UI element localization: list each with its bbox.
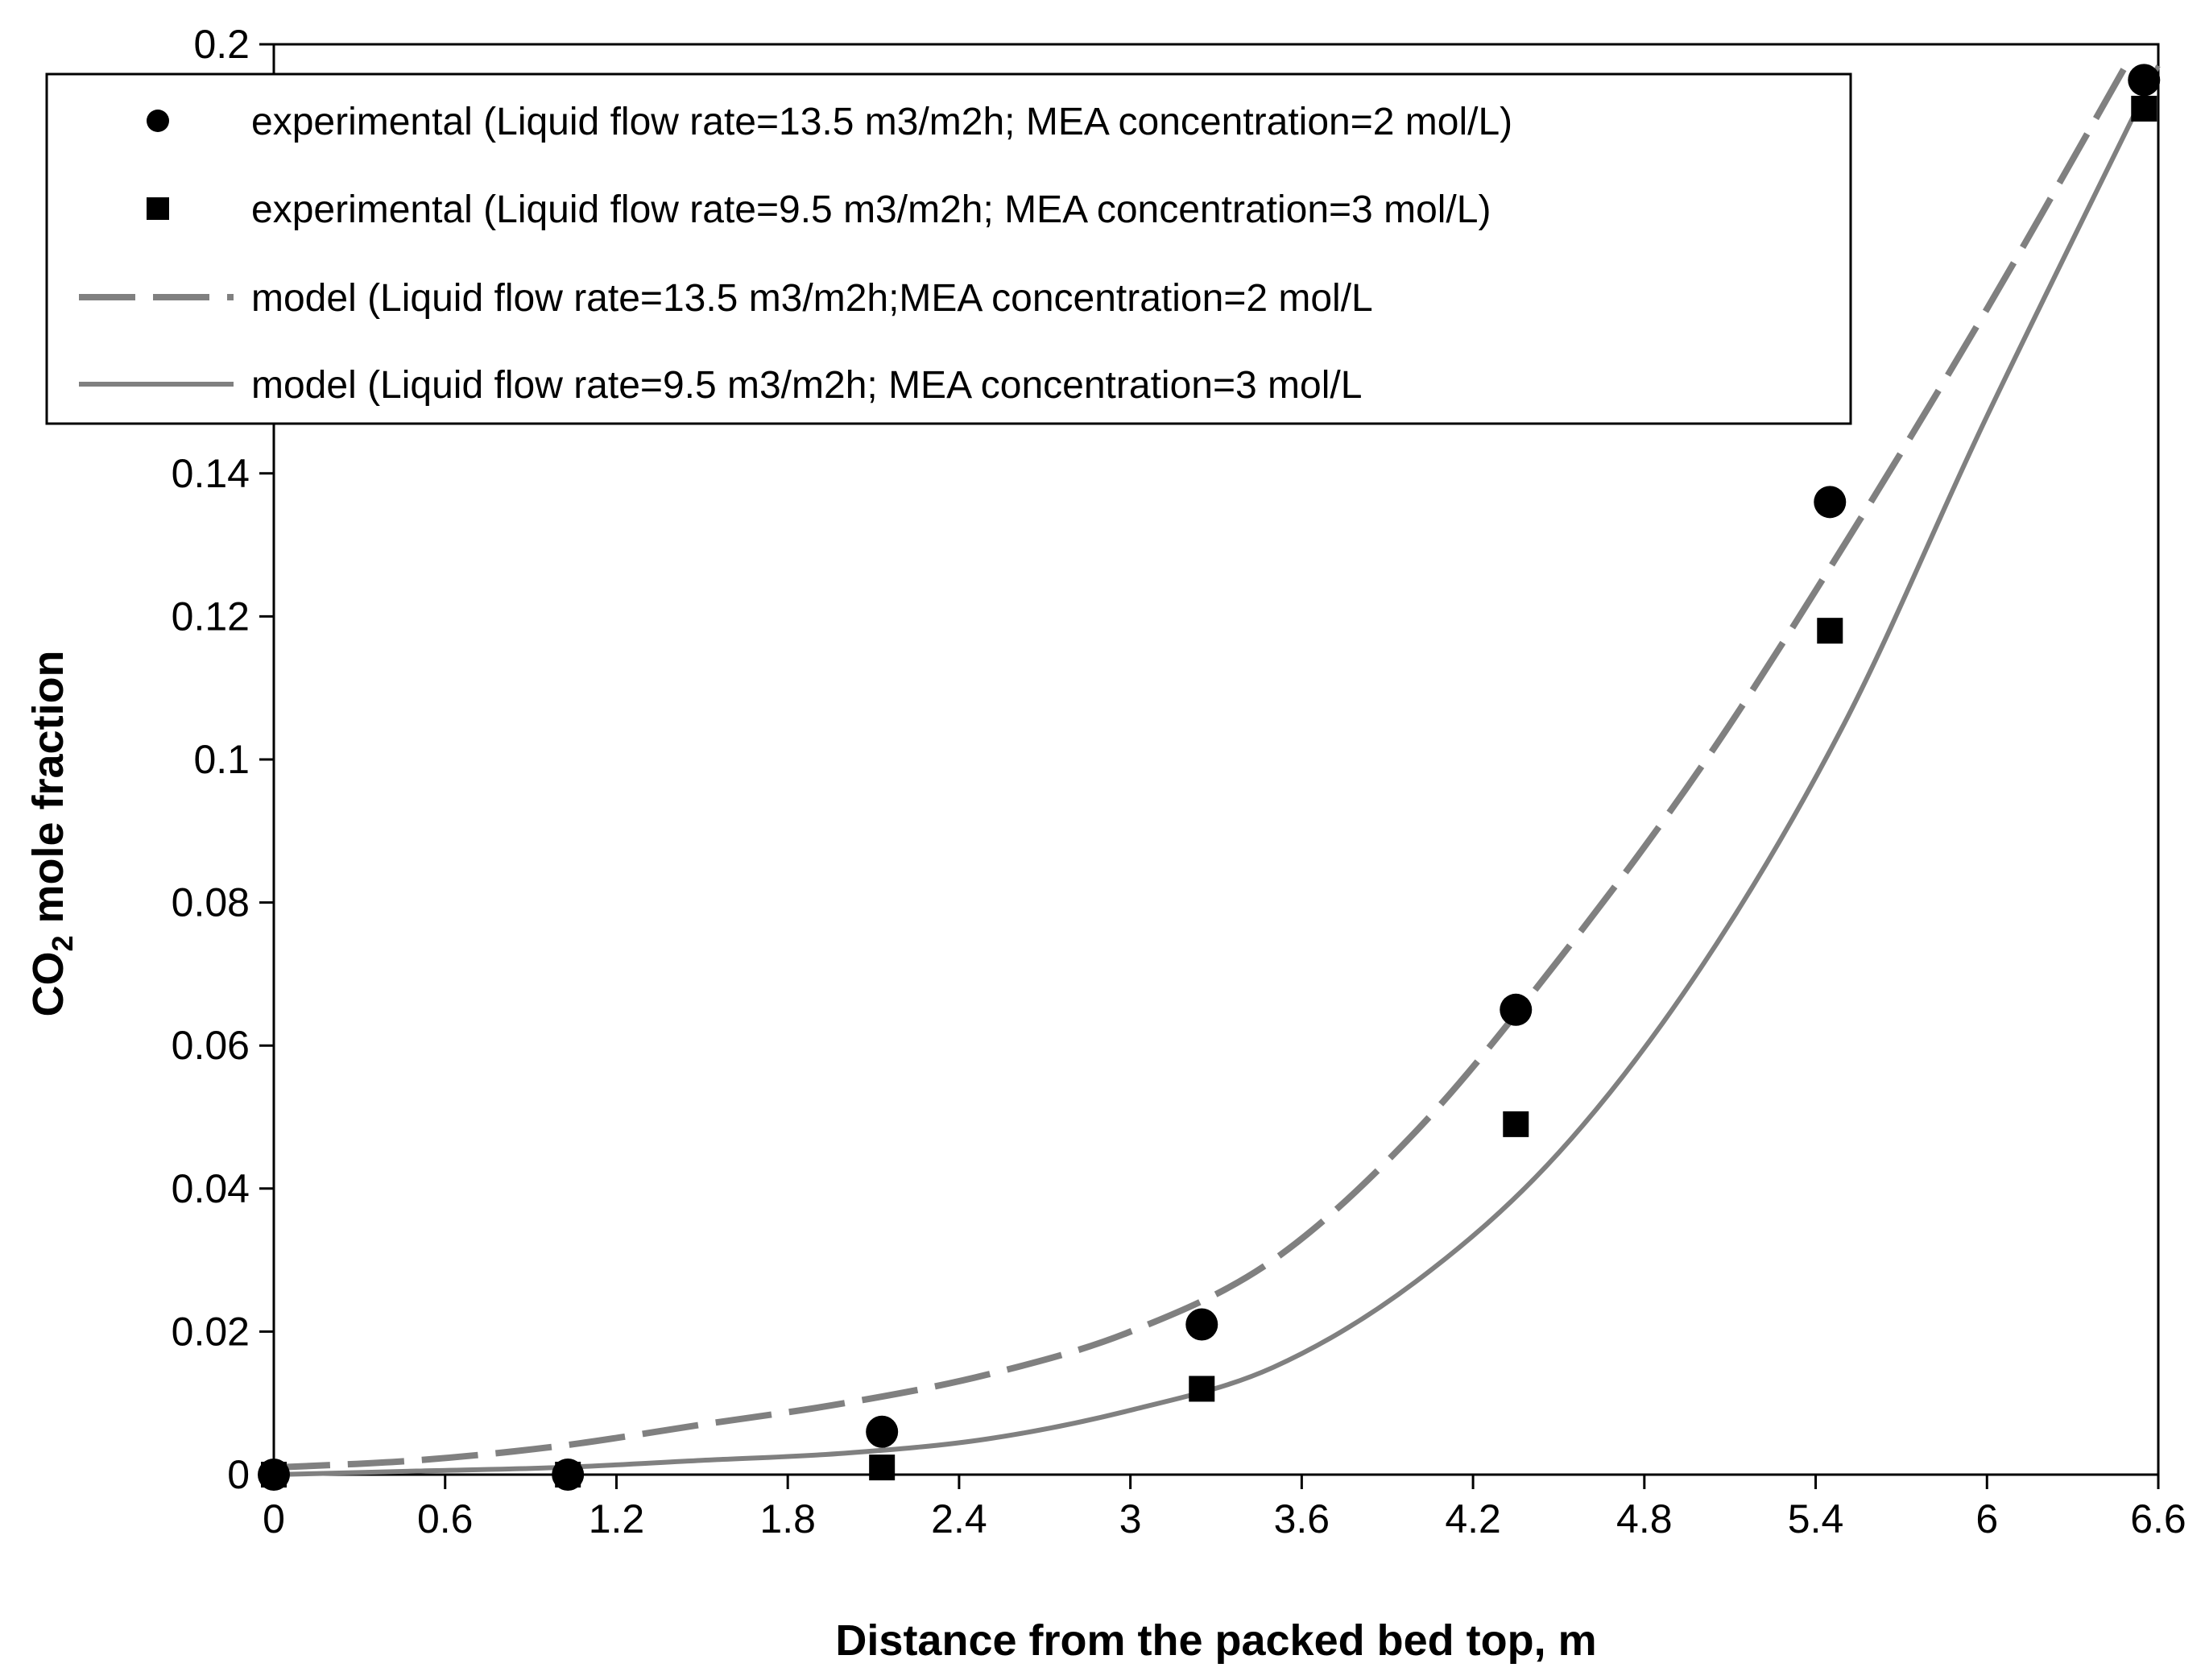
legend-square-marker (147, 197, 169, 220)
experimental-square-point (869, 1454, 896, 1481)
experimental-circle-point (1185, 1308, 1218, 1341)
y-tick-label: 0.02 (172, 1309, 250, 1354)
x-tick-label: 4.2 (1445, 1496, 1501, 1541)
x-tick-label: 0.6 (417, 1496, 474, 1541)
experimental-square-point (1817, 618, 1843, 644)
experimental-square-point (555, 1462, 581, 1488)
legend-box (45, 72, 1852, 425)
legend-entry-experimental-13-5: experimental (Liquid flow rate=13.5 m3/m… (251, 101, 1512, 143)
x-tick-label: 3.6 (1274, 1496, 1330, 1541)
x-tick-label: 3 (1119, 1496, 1142, 1541)
y-tick-label: 0 (227, 1452, 250, 1497)
y-tick-label: 0.2 (193, 22, 250, 67)
x-tick-label: 4.8 (1616, 1496, 1673, 1541)
x-tick-label: 0 (263, 1496, 285, 1541)
x-tick-label: 1.2 (589, 1496, 645, 1541)
y-axis-title: CO2 mole fraction (24, 650, 79, 1016)
experimental-square-point (1189, 1376, 1215, 1402)
experimental-square-point (261, 1462, 287, 1488)
x-axis: 0 0.6 1.2 1.8 2.4 3 3.6 4.2 4.8 5.4 6 6.6 (263, 1475, 2186, 1541)
y-tick-label: 0.12 (172, 594, 250, 639)
experimental-square-point (2131, 95, 2157, 122)
x-tick-label: 6 (1975, 1496, 1998, 1541)
legend: experimental (Liquid flow rate=13.5 m3/m… (45, 72, 1852, 425)
model-dashed-line-series (273, 56, 2133, 1471)
legend-entry-model-9-5: model (Liquid flow rate=9.5 m3/m2h; MEA … (251, 364, 1362, 407)
x-tick-label: 6.6 (2130, 1496, 2186, 1541)
y-tick-label: 0.08 (172, 880, 250, 925)
series-markers (258, 64, 2161, 1491)
experimental-circle-point (1814, 486, 1847, 519)
series-lines (273, 56, 2161, 1477)
legend-entry-experimental-9-5: experimental (Liquid flow rate=9.5 m3/m2… (251, 188, 1491, 231)
legend-entry-model-13-5: model (Liquid flow rate=13.5 m3/m2h;MEA … (251, 277, 1373, 320)
legend-circle-marker (147, 110, 169, 132)
x-axis-title: Distance from the packed bed top, m (835, 1616, 1596, 1665)
y-tick-label: 0.14 (172, 451, 250, 496)
y-axis-title-subscript: 2 (46, 936, 79, 952)
model-solid-line-series (273, 64, 2161, 1477)
x-tick-label: 2.4 (931, 1496, 987, 1541)
y-axis-title-rest: mole fraction (24, 650, 72, 935)
x-tick-label: 5.4 (1788, 1496, 1844, 1541)
experimental-circle-point (1500, 993, 1533, 1026)
experimental-square-point (1503, 1111, 1529, 1137)
y-tick-label: 0.04 (172, 1166, 250, 1211)
experimental-circle-point (2128, 64, 2161, 97)
y-tick-label: 0.1 (193, 737, 250, 782)
y-axis-title-main: CO (24, 952, 72, 1017)
y-tick-label: 0.06 (172, 1023, 250, 1068)
x-tick-label: 1.8 (759, 1496, 816, 1541)
experimental-circle-point (866, 1415, 899, 1448)
